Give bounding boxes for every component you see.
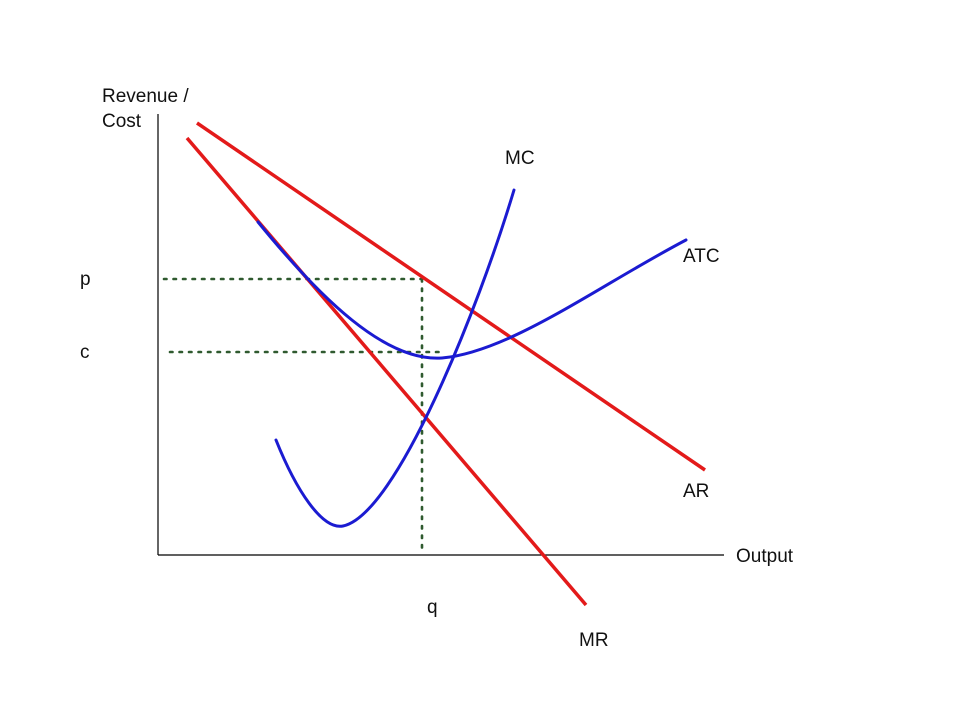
quantity-marker-label: q (427, 597, 438, 618)
ar-curve (196, 121, 706, 472)
cost-marker-label: c (80, 342, 90, 363)
x-axis-label: Output (736, 546, 794, 567)
mc-curve-label: MC (505, 148, 535, 169)
mc-curve (274, 188, 516, 528)
y-axis-label-line2: Cost (102, 111, 142, 132)
atc-curve-label: ATC (683, 246, 720, 267)
atc-curve (256, 220, 688, 360)
mr-curve (185, 136, 588, 607)
mr-curve-label: MR (579, 630, 609, 651)
y-axis-label-line1: Revenue / (102, 86, 189, 107)
price-marker-label: p (80, 269, 91, 290)
y-axis-label: Revenue / Cost (102, 84, 189, 134)
ar-curve-label: AR (683, 481, 710, 502)
